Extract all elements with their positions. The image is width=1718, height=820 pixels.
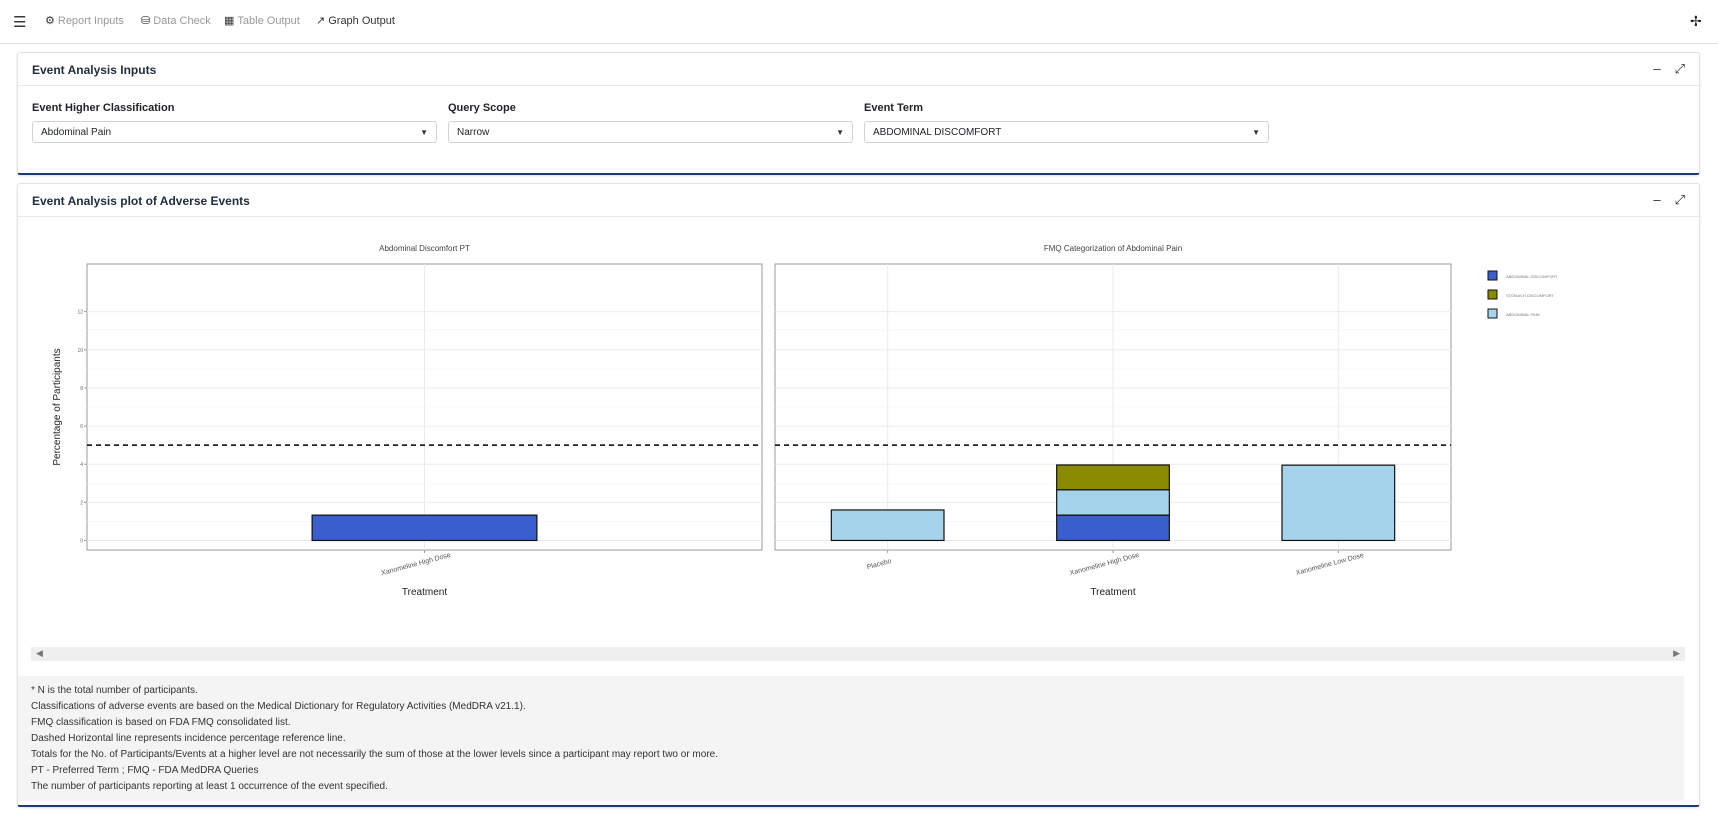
select-value: Abdominal Pain — [41, 127, 112, 138]
card-title: Event Analysis plot of Adverse Events — [32, 194, 250, 208]
fullscreen-icon[interactable]: ✢ — [1690, 13, 1702, 29]
card-tools: – ⤢ — [1653, 192, 1685, 208]
nav-item-table-output[interactable]: ▦ Table Output — [224, 14, 300, 28]
scroll-right-icon[interactable]: ▶ — [1673, 648, 1680, 658]
event-term-select[interactable]: ABDOMINAL DISCOMFORT ▼ — [864, 121, 1269, 143]
nav-label: Table Output — [237, 14, 300, 27]
maximize-icon[interactable]: ⤢ — [1674, 192, 1685, 207]
event-higher-classification-label: Event Higher Classification — [32, 102, 175, 114]
chart-line-icon: ↗ — [316, 15, 326, 27]
footnote: FMQ classification is based on FDA FMQ c… — [31, 717, 291, 728]
select-value: Narrow — [457, 127, 490, 138]
collapse-icon[interactable]: – — [1653, 192, 1661, 207]
card-header: Event Analysis Inputs – ⤢ — [18, 53, 1699, 86]
nav-item-graph-output[interactable]: ↗ Graph Output — [316, 14, 395, 28]
footnote: The number of participants reporting at … — [31, 781, 388, 792]
nav-item-data-check[interactable]: ⛁ Data Check — [141, 14, 211, 28]
inputs-card: Event Analysis Inputs – ⤢ Event Higher C… — [17, 52, 1700, 175]
select-value: ABDOMINAL DISCOMFORT — [873, 127, 1002, 138]
top-navbar: ☰ ⚙ Report Inputs ⛁ Data Check ▦ Table O… — [0, 0, 1718, 44]
footnote: Dashed Horizontal line represents incide… — [31, 733, 346, 744]
footnote: PT - Preferred Term ; FMQ - FDA MedDRA Q… — [31, 765, 259, 776]
event-term-label: Event Term — [864, 102, 924, 114]
nav-label: Graph Output — [328, 14, 395, 27]
caret-down-icon: ▼ — [836, 128, 844, 137]
caret-down-icon: ▼ — [420, 128, 428, 137]
nav-item-report-inputs[interactable]: ⚙ Report Inputs — [45, 14, 124, 28]
collapse-icon[interactable]: – — [1653, 61, 1661, 76]
footnotes-panel: * N is the total number of participants.… — [18, 676, 1684, 801]
footnote: Totals for the No. of Participants/Event… — [31, 749, 718, 760]
plot-horizontal-scrollbar[interactable]: ◀ ▶ — [31, 647, 1685, 661]
card-tools: – ⤢ — [1653, 61, 1685, 77]
query-scope-label: Query Scope — [448, 102, 516, 114]
scroll-left-icon[interactable]: ◀ — [36, 648, 43, 658]
maximize-icon[interactable]: ⤢ — [1674, 61, 1685, 76]
card-title: Event Analysis Inputs — [32, 63, 157, 77]
gears-icon: ⚙ — [45, 15, 55, 27]
database-icon: ⛁ — [141, 15, 151, 27]
hamburger-menu-icon[interactable]: ☰ — [13, 14, 27, 31]
caret-down-icon: ▼ — [1252, 128, 1260, 137]
nav-label: Data Check — [153, 14, 211, 27]
footnote: Classifications of adverse events are ba… — [31, 701, 526, 712]
table-icon: ▦ — [224, 15, 235, 27]
nav-label: Report Inputs — [57, 14, 124, 27]
event-higher-classification-select[interactable]: Abdominal Pain ▼ — [32, 121, 437, 143]
card-header: Event Analysis plot of Adverse Events – … — [18, 184, 1699, 217]
footnote: * N is the total number of participants. — [31, 685, 198, 696]
query-scope-select[interactable]: Narrow ▼ — [448, 121, 853, 143]
